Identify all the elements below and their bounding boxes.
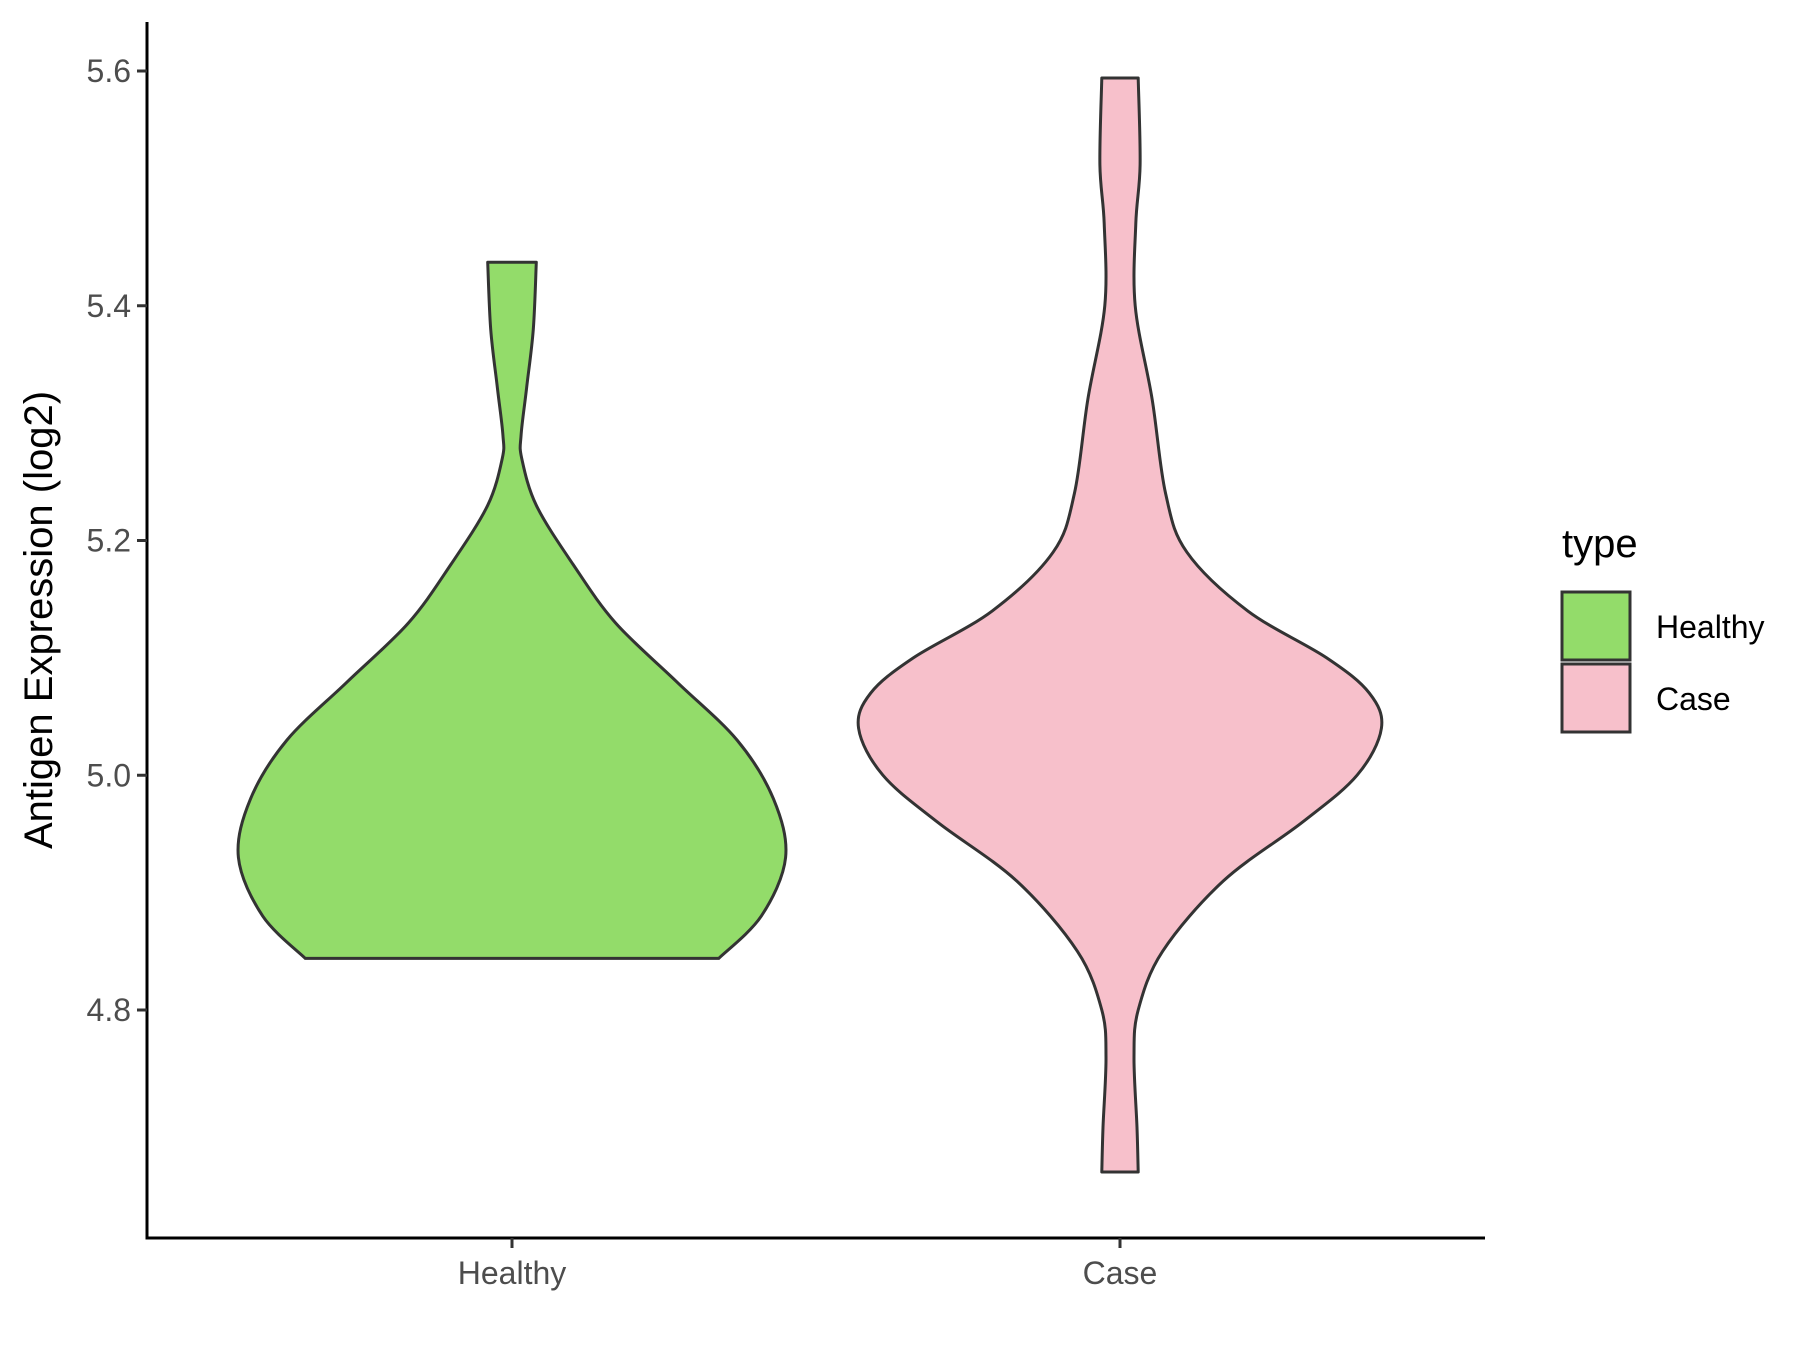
- y-tick-label: 5.6: [87, 53, 131, 89]
- legend-swatch-healthy: [1560, 590, 1632, 662]
- legend-swatch-case: [1560, 662, 1632, 734]
- legend-label-healthy: Healthy: [1656, 609, 1765, 645]
- legend: type Healthy Case: [1560, 522, 1765, 734]
- axes: 4.8 5.0 5.2 5.4 5.6 Healthy Case: [87, 22, 1485, 1291]
- y-tick-label: 5.2: [87, 523, 131, 559]
- violin-case: [856, 76, 1384, 1174]
- x-tick-label: Healthy: [458, 1255, 567, 1291]
- y-tick-label: 4.8: [87, 992, 131, 1028]
- legend-label-case: Case: [1656, 681, 1731, 717]
- x-tick-label: Case: [1083, 1255, 1158, 1291]
- y-tick-label: 5.4: [87, 288, 131, 324]
- y-axis-title: Antigen Expression (log2): [17, 391, 61, 849]
- violin-healthy: [236, 260, 788, 960]
- y-tick-label: 5.0: [87, 757, 131, 793]
- plot-area: [236, 76, 1384, 1174]
- legend-title: type: [1562, 522, 1638, 566]
